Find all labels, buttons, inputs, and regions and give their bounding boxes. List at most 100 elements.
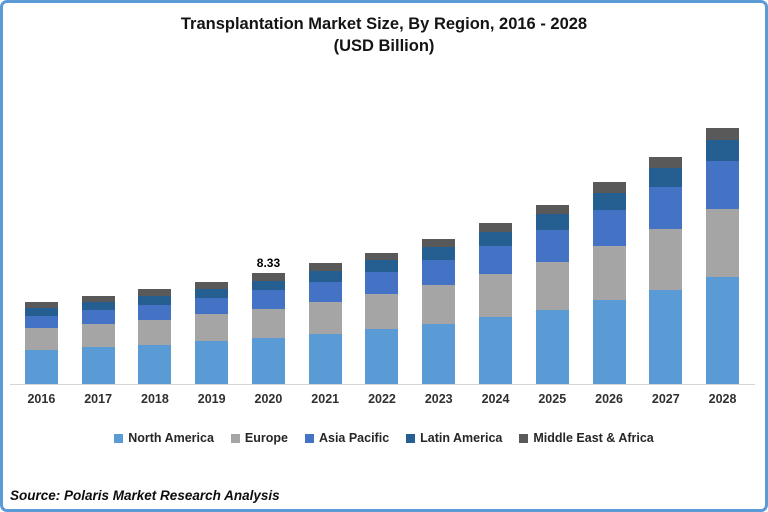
- bar-segment-middle-east-africa: [365, 252, 399, 261]
- bar-segment-latin-america: [251, 280, 285, 290]
- bar-segment-middle-east-africa: [649, 157, 683, 169]
- legend-item-latin-america: Latin America: [406, 431, 502, 445]
- bar-segment-europe: [422, 285, 456, 324]
- legend-item-middle-east-africa: Middle East & Africa: [519, 431, 654, 445]
- bar-segment-europe: [649, 229, 683, 290]
- bar-segment-north-america: [251, 338, 285, 384]
- bar-column-2018: [127, 0, 184, 384]
- bar-segment-middle-east-africa: [422, 238, 456, 248]
- x-axis-line: [10, 384, 755, 385]
- bar-segment-middle-east-africa: [138, 289, 172, 296]
- bar-segment-europe: [592, 246, 626, 301]
- bar-segment-middle-east-africa: [251, 273, 285, 281]
- x-axis-tick-label: 2020: [254, 392, 283, 406]
- chart-title-line1: Transplantation Market Size, By Region, …: [180, 15, 588, 33]
- chart-title: Transplantation Market Size, By Region, …: [0, 13, 768, 57]
- bar-segment-asia-pacific: [81, 310, 115, 324]
- bar-column-2021: [297, 0, 354, 384]
- bar-segment-north-america: [308, 333, 342, 384]
- bar-segment-latin-america: [365, 260, 399, 273]
- legend: North America Europe Asia Pacific Latin Ame…: [0, 431, 768, 445]
- bar-column-2019: [183, 0, 240, 384]
- bar-column-2028: [694, 0, 751, 384]
- bar-stack-2024: [479, 223, 512, 384]
- bar-segment-europe: [479, 274, 512, 318]
- bar-segment-middle-east-africa: [308, 263, 342, 271]
- legend-label-north-america: North America: [128, 431, 214, 445]
- legend-swatch-middle-east-africa: [519, 433, 529, 443]
- bar-segment-europe: [138, 319, 172, 345]
- legend-swatch-asia-pacific: [304, 433, 314, 443]
- bar-segment-europe: [81, 323, 115, 348]
- bar-segment-asia-pacific: [592, 209, 626, 247]
- bar-segment-latin-america: [81, 302, 115, 311]
- bar-segment-latin-america: [706, 140, 740, 162]
- bar-segment-latin-america: [479, 232, 512, 246]
- bar-stack-2025: [535, 204, 569, 384]
- x-axis-tick-label: 2027: [651, 392, 680, 406]
- x-axis-tick-label: 2021: [311, 392, 340, 406]
- bar-stack-2026: [592, 182, 626, 384]
- bar-segment-north-america: [81, 347, 115, 384]
- bar-column-2027: [637, 0, 694, 384]
- bar-segment-asia-pacific: [24, 315, 58, 329]
- plot-area: 8.33: [13, 0, 751, 384]
- bar-segment-latin-america: [422, 247, 456, 260]
- bar-segment-middle-east-africa: [24, 301, 58, 309]
- bar-segment-north-america: [195, 341, 229, 384]
- bar-segment-asia-pacific: [649, 187, 683, 230]
- bar-stack-2019: [195, 281, 229, 384]
- bar-segment-europe: [535, 261, 569, 310]
- bar-segment-asia-pacific: [251, 289, 285, 309]
- bar-total-label: 8.33: [256, 256, 281, 271]
- x-axis-tick-label: 2017: [84, 392, 113, 406]
- bar-column-2024: [467, 0, 524, 384]
- x-axis-tick-label: 2016: [27, 392, 56, 406]
- bar-segment-europe: [706, 209, 740, 278]
- legend-swatch-north-america: [114, 433, 124, 443]
- bar-segment-north-america: [422, 323, 456, 384]
- bar-column-2017: [70, 0, 127, 384]
- bar-stack-2016: [24, 301, 58, 384]
- bar-segment-asia-pacific: [365, 272, 399, 295]
- bar-stack-2022: [365, 252, 399, 384]
- bar-segment-latin-america: [195, 288, 229, 298]
- x-axis-tick-label: 2022: [368, 392, 396, 406]
- legend-item-asia-pacific: Asia Pacific: [304, 431, 389, 445]
- bar-segment-asia-pacific: [535, 229, 569, 262]
- bar-segment-north-america: [138, 344, 172, 384]
- legend-swatch-latin-america: [406, 433, 416, 443]
- source-text: Source: Polaris Market Research Analysis: [10, 488, 280, 503]
- bar-segment-north-america: [592, 300, 626, 384]
- legend-label-latin-america: Latin America: [420, 431, 503, 445]
- bar-segment-latin-america: [535, 214, 569, 230]
- bar-stack-2020: [251, 273, 285, 384]
- bar-column-2016: [13, 0, 70, 384]
- bar-segment-middle-east-africa: [535, 204, 569, 215]
- bar-segment-middle-east-africa: [479, 223, 512, 233]
- bar-segment-middle-east-africa: [706, 127, 740, 141]
- bar-column-2023: [410, 0, 467, 384]
- bar-segment-middle-east-africa: [81, 295, 115, 303]
- bar-segment-north-america: [24, 349, 58, 384]
- bar-segment-north-america: [365, 329, 399, 384]
- bar-stack-2028: [706, 127, 740, 384]
- bar-segment-europe: [195, 314, 229, 342]
- bar-segment-middle-east-africa: [195, 281, 229, 289]
- bar-series-area: 8.33: [13, 0, 751, 384]
- bar-segment-europe: [24, 328, 58, 350]
- bar-segment-latin-america: [138, 295, 172, 305]
- bar-segment-middle-east-africa: [592, 182, 626, 193]
- bar-segment-asia-pacific: [706, 161, 740, 210]
- x-axis-tick-label: 2026: [595, 392, 623, 406]
- bar-segment-europe: [365, 294, 399, 330]
- x-axis-tick-label: 2018: [141, 392, 169, 406]
- bar-stack-2027: [649, 157, 683, 384]
- x-axis-tick-label: 2028: [708, 392, 737, 406]
- x-axis-tick-label: 2025: [538, 392, 567, 406]
- legend-swatch-europe: [230, 433, 240, 443]
- bar-column-2020: 8.33: [240, 0, 297, 384]
- legend-item-europe: Europe: [230, 431, 288, 445]
- bar-stack-2018: [138, 289, 172, 384]
- bar-segment-latin-america: [592, 192, 626, 210]
